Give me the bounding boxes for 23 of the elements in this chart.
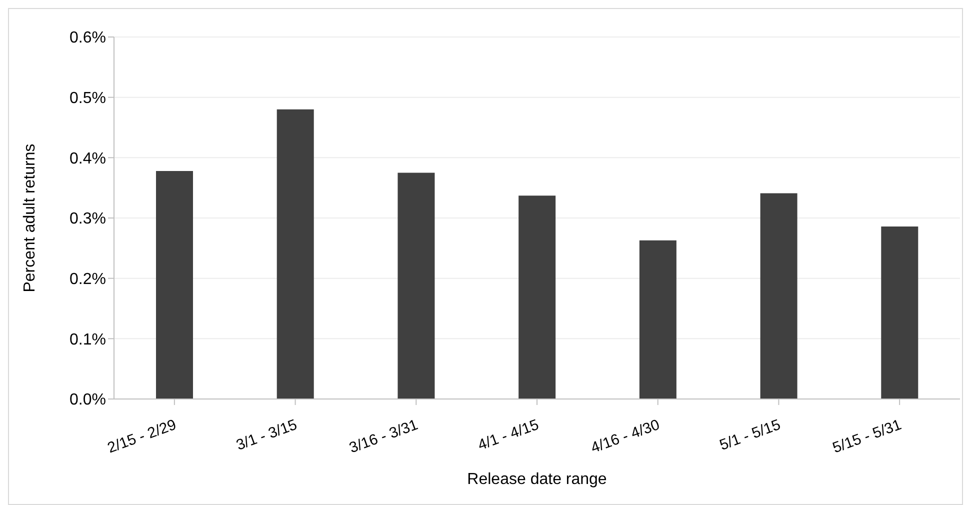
x-tick-label: 5/1 - 5/15 [717, 416, 783, 454]
bar [881, 226, 918, 399]
y-tick-label: 0.5% [70, 90, 106, 108]
y-tick-label: 0.0% [70, 392, 106, 409]
y-axis-title: Percent adult returns [22, 144, 39, 292]
x-tick-label: 4/1 - 4/15 [476, 416, 542, 454]
x-tick-label: 2/15 - 2/29 [105, 416, 179, 457]
y-tick-label: 0.4% [70, 150, 106, 168]
y-tick-label: 0.1% [70, 331, 106, 348]
x-tick-label: 3/1 - 3/15 [234, 416, 300, 454]
y-tick-label: 0.3% [70, 210, 106, 228]
bar [276, 109, 314, 399]
x-tick-label: 5/15 - 5/31 [830, 416, 904, 457]
x-tick-label: 4/16 - 4/30 [588, 416, 662, 457]
y-tick-label: 0.2% [70, 271, 106, 288]
bar [398, 172, 435, 399]
bar [639, 240, 676, 399]
bar [156, 170, 193, 399]
bar [760, 193, 798, 399]
bar [518, 196, 556, 399]
y-tick-label: 0.6% [70, 30, 106, 47]
x-tick-label: 3/16 - 3/31 [347, 416, 420, 457]
x-axis-title: Release date range [467, 471, 607, 488]
